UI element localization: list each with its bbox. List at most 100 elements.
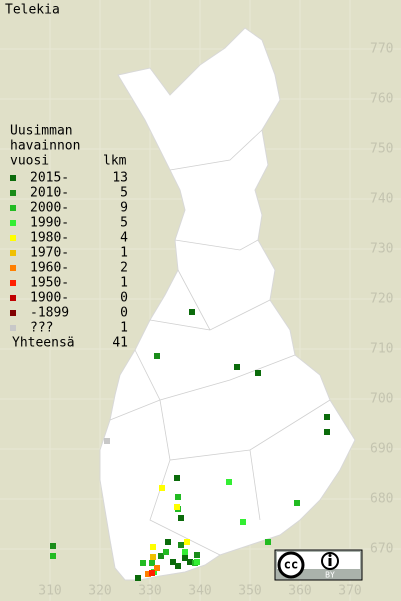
legend-swatch (10, 295, 16, 301)
legend-count: 0 (120, 291, 128, 306)
by-head (328, 554, 332, 557)
legend-label: 1970- (30, 246, 69, 261)
observation (194, 559, 200, 565)
legend-count: 5 (120, 186, 128, 201)
legend-count: 0 (120, 306, 128, 321)
finland-outline (99, 27, 356, 581)
x-tick-label: 340 (188, 584, 211, 599)
observation (175, 494, 181, 500)
region-borders (109, 129, 331, 556)
by-figure (328, 558, 332, 566)
legend-heading: vuosi (10, 154, 49, 169)
observation (265, 539, 271, 545)
legend-swatch (10, 235, 16, 241)
observation (150, 554, 156, 560)
observation (174, 475, 180, 481)
legend-label: 1980- (30, 231, 69, 246)
observation (145, 571, 151, 577)
observation (154, 353, 160, 359)
y-tick-label: 730 (370, 242, 393, 257)
x-tick-label: 350 (238, 584, 261, 599)
legend-label: 2010- (30, 186, 69, 201)
legend-swatch (10, 310, 16, 316)
legend-count: 1 (120, 276, 128, 291)
observation (182, 549, 188, 555)
observation (135, 575, 141, 581)
total-count: 41 (112, 336, 128, 351)
legend-swatch (10, 175, 16, 181)
observation (170, 559, 176, 565)
legend-swatch (10, 325, 16, 331)
observation (324, 429, 330, 435)
legend-label: 2015- (30, 171, 69, 186)
title: Telekia (5, 3, 60, 18)
observation (187, 559, 193, 565)
x-tick-label: 360 (288, 584, 311, 599)
observation (163, 549, 169, 555)
observation (104, 438, 110, 444)
legend-count-heading: lkm (103, 154, 127, 169)
y-tick-label: 670 (370, 542, 393, 557)
legend-label: 2000- (30, 201, 69, 216)
legend-swatch (10, 190, 16, 196)
by-label: BY (325, 571, 335, 580)
total-label: Yhteensä (12, 336, 75, 351)
legend-swatch (10, 220, 16, 226)
legend-swatch (10, 280, 16, 286)
observation (175, 563, 181, 569)
observation (240, 519, 246, 525)
legend-swatch (10, 205, 16, 211)
observation (255, 370, 261, 376)
observation (154, 565, 160, 571)
y-tick-label: 700 (370, 392, 393, 407)
observation (324, 414, 330, 420)
observation (50, 543, 56, 549)
x-tick-label: 320 (88, 584, 111, 599)
observation (294, 500, 300, 506)
legend-count: 2 (120, 261, 128, 276)
legend-count: 4 (120, 231, 128, 246)
observation (184, 539, 190, 545)
observation (178, 515, 184, 521)
y-tick-label: 760 (370, 92, 393, 107)
observation (165, 539, 171, 545)
legend-heading: havainnon (10, 139, 80, 154)
legend-label: 1960- (30, 261, 69, 276)
legend-count: 1 (120, 246, 128, 261)
y-tick-label: 710 (370, 342, 393, 357)
cc-text: cc (284, 558, 298, 572)
observation (194, 552, 200, 558)
observation (50, 553, 56, 559)
observation (226, 479, 232, 485)
x-tick-label: 330 (138, 584, 161, 599)
legend-label: 1900- (30, 291, 69, 306)
legend-count: 9 (120, 201, 128, 216)
legend-swatch (10, 250, 16, 256)
legend-label: -1899 (30, 306, 69, 321)
y-tick-label: 740 (370, 192, 393, 207)
observation (140, 560, 146, 566)
observation (189, 309, 195, 315)
x-tick-label: 370 (338, 584, 361, 599)
observation (150, 544, 156, 550)
observation (159, 485, 165, 491)
cc-circle (277, 551, 305, 579)
observation (149, 570, 155, 576)
legend-heading: Uusimman (10, 124, 73, 139)
legend-label: 1990- (30, 216, 69, 231)
y-tick-label: 690 (370, 442, 393, 457)
y-tick-label: 750 (370, 142, 393, 157)
observation (178, 542, 184, 548)
legend-swatch (10, 265, 16, 271)
observation (174, 504, 180, 510)
legend-count: 5 (120, 216, 128, 231)
observation (158, 553, 164, 559)
legend-count: 13 (112, 171, 128, 186)
y-tick-label: 770 (370, 42, 393, 57)
legend-count: 1 (120, 321, 128, 336)
observation (149, 560, 155, 566)
y-tick-label: 680 (370, 492, 393, 507)
observation (234, 364, 240, 370)
observation (182, 555, 188, 561)
